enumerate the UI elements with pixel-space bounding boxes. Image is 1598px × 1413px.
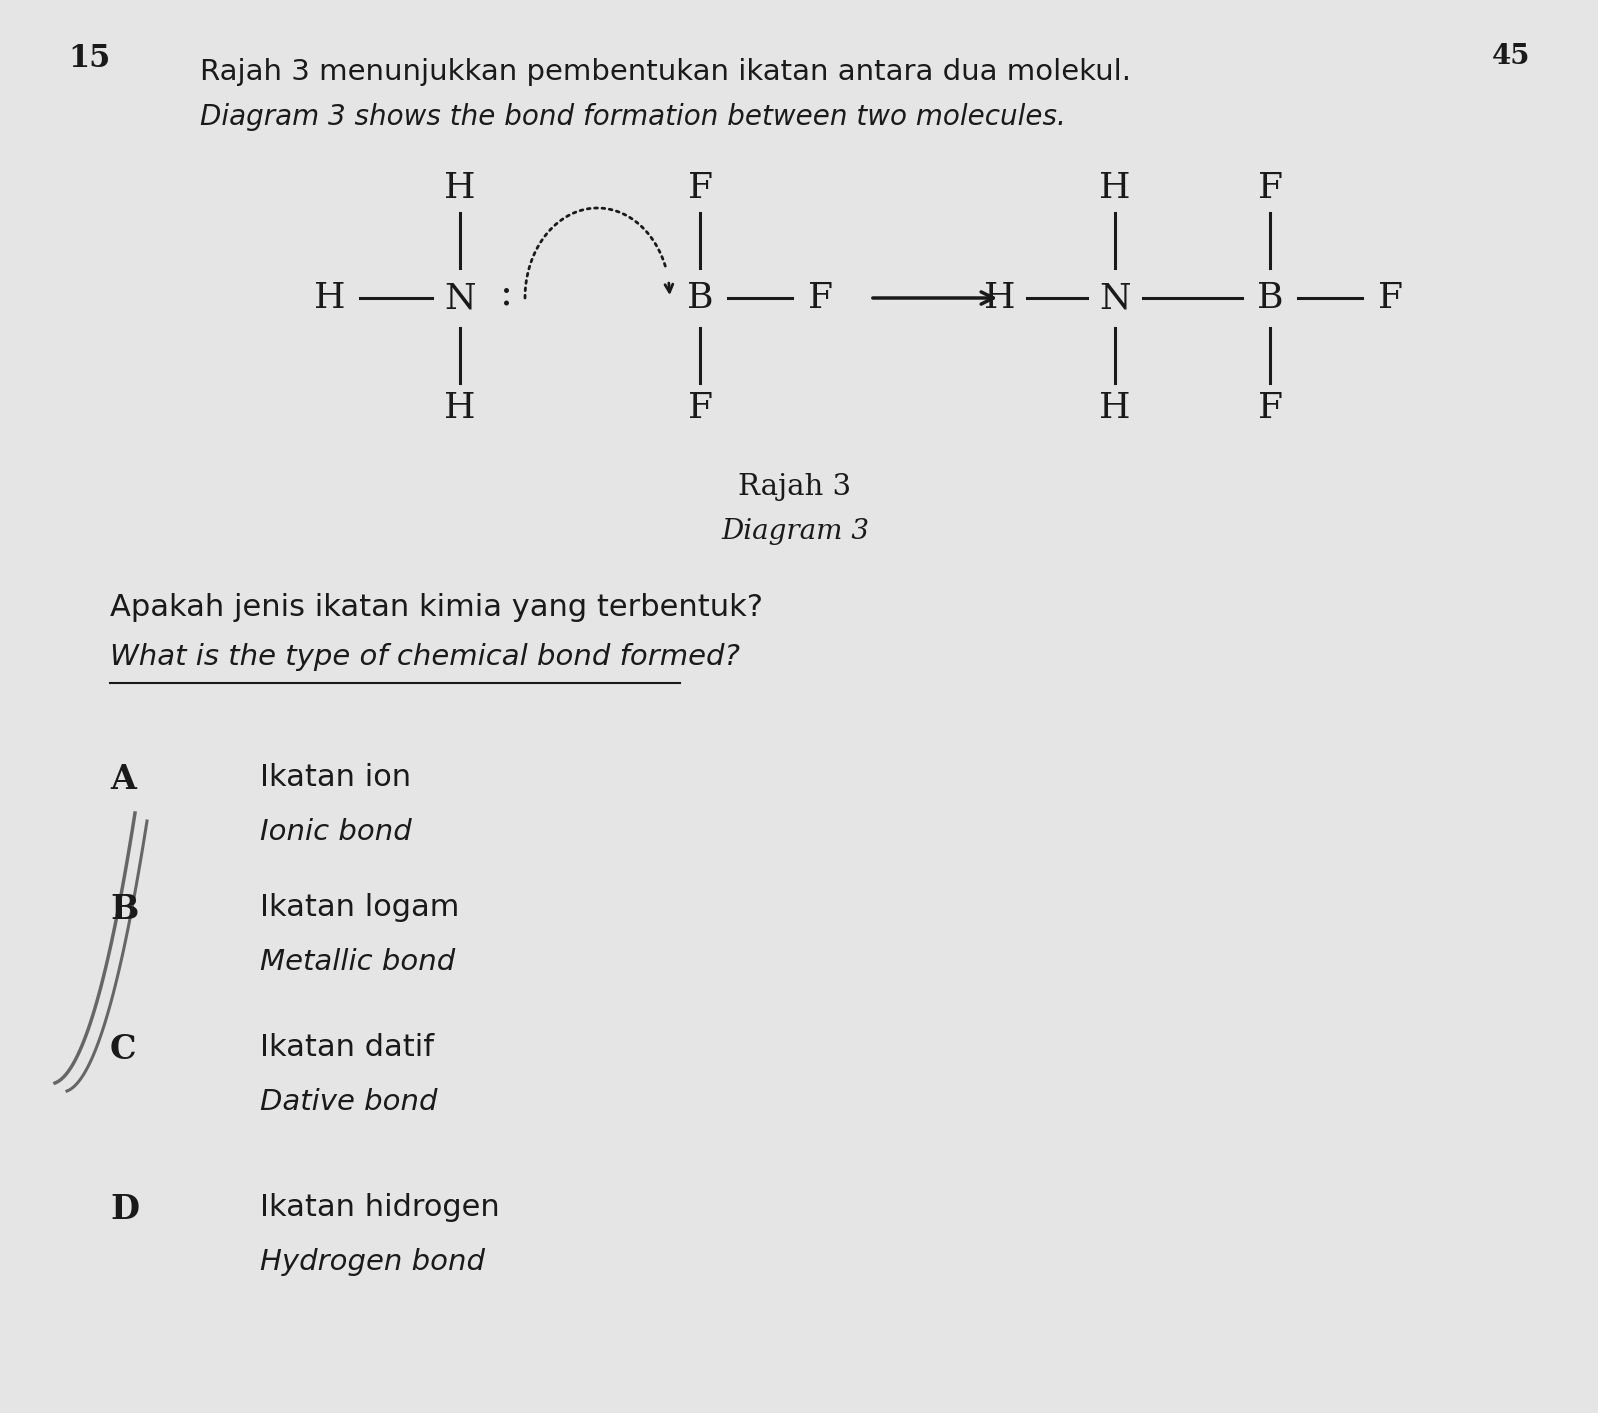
Text: Hydrogen bond: Hydrogen bond <box>260 1248 486 1276</box>
Text: F: F <box>1258 391 1283 425</box>
Text: 15: 15 <box>69 42 110 73</box>
Text: N: N <box>1099 281 1131 315</box>
Text: Rajah 3 menunjukkan pembentukan ikatan antara dua molekul.: Rajah 3 menunjukkan pembentukan ikatan a… <box>200 58 1131 86</box>
Text: Ikatan datif: Ikatan datif <box>260 1033 435 1063</box>
Text: Ikatan hidrogen: Ikatan hidrogen <box>260 1193 500 1222</box>
Text: B: B <box>687 281 713 315</box>
Text: Ikatan ion: Ikatan ion <box>260 763 411 793</box>
Text: C: C <box>110 1033 136 1065</box>
Text: B: B <box>110 893 139 926</box>
Text: H: H <box>984 281 1016 315</box>
Text: H: H <box>1099 391 1131 425</box>
Text: Rajah 3: Rajah 3 <box>738 473 852 502</box>
Text: F: F <box>687 171 713 205</box>
Text: F: F <box>687 391 713 425</box>
Text: H: H <box>315 281 345 315</box>
Text: Ionic bond: Ionic bond <box>260 818 412 846</box>
Text: 45: 45 <box>1491 42 1529 71</box>
Text: Diagram 3 shows the bond formation between two molecules.: Diagram 3 shows the bond formation betwe… <box>200 103 1066 131</box>
Text: Dative bond: Dative bond <box>260 1088 438 1116</box>
Text: F: F <box>1377 281 1403 315</box>
Text: H: H <box>1099 171 1131 205</box>
Text: Metallic bond: Metallic bond <box>260 948 455 976</box>
Text: F: F <box>807 281 833 315</box>
Text: H: H <box>444 391 476 425</box>
Text: Apakah jenis ikatan kimia yang terbentuk?: Apakah jenis ikatan kimia yang terbentuk… <box>110 593 762 622</box>
Text: :: : <box>500 276 513 312</box>
Text: What is the type of chemical bond formed?: What is the type of chemical bond formed… <box>110 643 740 671</box>
Text: N: N <box>444 281 476 315</box>
Text: D: D <box>110 1193 139 1226</box>
Text: Ikatan logam: Ikatan logam <box>260 893 459 923</box>
Text: Diagram 3: Diagram 3 <box>721 519 869 545</box>
Text: H: H <box>444 171 476 205</box>
Text: F: F <box>1258 171 1283 205</box>
Text: A: A <box>110 763 136 796</box>
Text: B: B <box>1256 281 1283 315</box>
